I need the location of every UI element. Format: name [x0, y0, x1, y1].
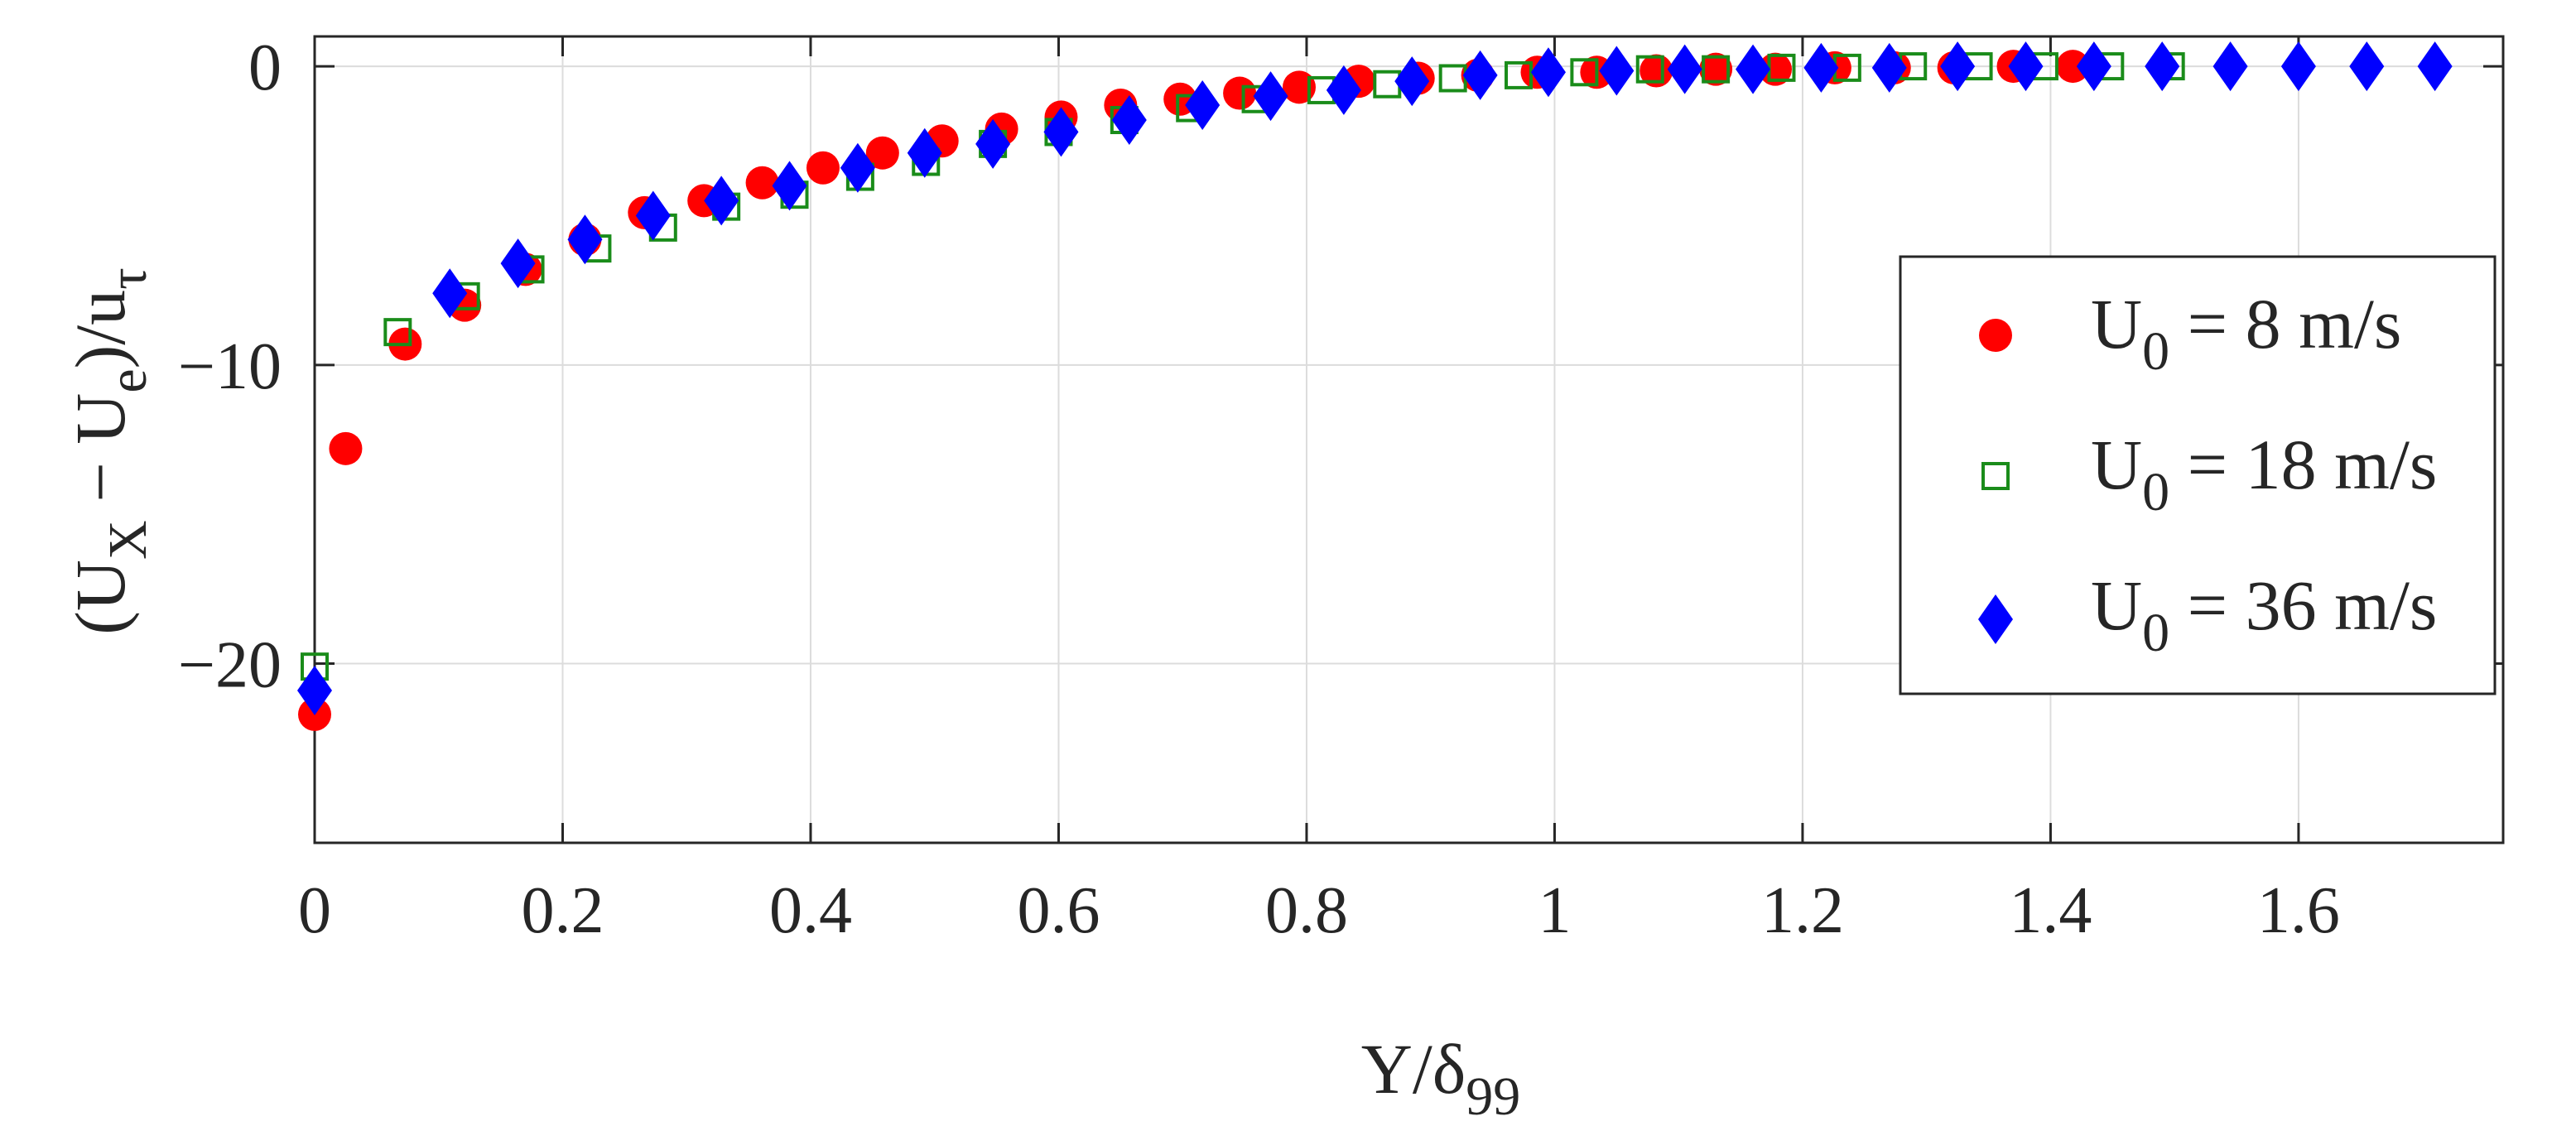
- data-point-diamond: [297, 666, 332, 716]
- data-point-circle: [1758, 52, 1792, 86]
- data-point-diamond: [1462, 50, 1498, 100]
- y-tick-label: −10: [178, 330, 282, 403]
- y-label-tau-sub: τ: [98, 267, 158, 290]
- data-point-circle: [865, 136, 899, 170]
- legend-label-8ms-sub: 0: [2142, 321, 2169, 382]
- data-point-diamond: [1530, 47, 1566, 98]
- legend-label-18ms-suffix: = 18 m/s: [2169, 425, 2437, 504]
- data-point-diamond: [1326, 65, 1361, 115]
- series-2: [297, 41, 2453, 716]
- data-point-diamond: [1871, 42, 1907, 93]
- legend-label-18ms: U0 = 18 m/s: [2091, 425, 2437, 522]
- series-0: [298, 50, 2090, 731]
- data-point-diamond: [2280, 41, 2316, 92]
- x-axis-label-sub: 99: [1466, 1066, 1520, 1121]
- x-tick-label: 0: [298, 874, 331, 947]
- data-point-circle: [329, 431, 363, 465]
- data-point-circle: [1282, 70, 1316, 104]
- legend-label-8ms-suffix: = 8 m/s: [2169, 284, 2401, 363]
- data-point-diamond: [704, 176, 739, 226]
- legend: U0 = 8 m/s U0 = 18 m/s U0 = 36 m/s: [1899, 255, 2497, 695]
- data-point-diamond: [2076, 41, 2111, 92]
- legend-label-18ms-prefix: U: [2091, 425, 2142, 504]
- data-point-diamond: [1940, 41, 1976, 92]
- x-tick-label: 0.8: [1265, 874, 1348, 947]
- data-point-diamond: [635, 190, 671, 241]
- x-tick-label: 1.6: [2257, 874, 2340, 947]
- data-point-circle: [1699, 52, 1733, 86]
- legend-label-36ms-sub: 0: [2142, 603, 2169, 663]
- legend-label-18ms-sub: 0: [2142, 462, 2169, 522]
- data-point-diamond: [1111, 95, 1147, 146]
- x-tick-label: 0.2: [521, 874, 604, 947]
- data-point-diamond: [500, 238, 536, 289]
- data-point-diamond: [2145, 41, 2180, 92]
- y-label-x-sub: X: [98, 520, 158, 560]
- data-point-diamond: [1394, 56, 1430, 107]
- legend-label-8ms: U0 = 8 m/s: [2091, 284, 2401, 382]
- data-point-diamond: [2008, 41, 2044, 92]
- y-label-close: )/u: [60, 290, 140, 369]
- data-point-square: [1373, 70, 1402, 99]
- data-point-square: [1505, 60, 1534, 89]
- x-axis-label: Y/δ99: [1361, 1029, 1521, 1121]
- data-point-circle: [2056, 50, 2090, 84]
- data-point-diamond: [1736, 44, 1771, 94]
- data-marks: [297, 41, 2453, 731]
- y-tick-label: 0: [248, 31, 282, 104]
- y-label-e-sub: e: [98, 368, 158, 392]
- data-point-diamond: [1253, 71, 1288, 122]
- y-label-minus: − U: [60, 393, 140, 521]
- ticks: 0 0.2 0.4 0.6 0.8 1 1.2 1.4 1.6 0 −10 −20: [178, 31, 2503, 947]
- data-point-diamond: [1185, 79, 1221, 130]
- x-tick-label: 1.4: [2009, 874, 2092, 947]
- data-point-square: [1570, 58, 1599, 87]
- y-axis-label: (UX − Ue)/uτ: [60, 267, 158, 634]
- x-tick-label: 0.4: [769, 874, 852, 947]
- data-point-circle: [745, 166, 779, 200]
- legend-marker-36ms: [1978, 594, 2013, 644]
- data-point-diamond: [2349, 41, 2385, 92]
- data-point-circle: [1223, 76, 1257, 110]
- x-tick-label: 1: [1538, 874, 1571, 947]
- data-point-circle: [1639, 54, 1673, 88]
- data-point-square: [383, 318, 412, 347]
- data-point-circle: [806, 151, 840, 185]
- data-point-diamond: [975, 118, 1011, 169]
- legend-marker-8ms: [1979, 319, 2012, 352]
- data-point-square: [1702, 55, 1731, 84]
- legend-label-36ms: U0 = 36 m/s: [2091, 565, 2437, 663]
- data-point-diamond: [840, 142, 875, 193]
- data-point-diamond: [1599, 46, 1635, 96]
- x-axis-label-main: Y/δ: [1361, 1029, 1466, 1109]
- data-point-diamond: [1043, 107, 1079, 157]
- y-tick-label: −20: [178, 629, 282, 702]
- x-tick-label: 0.6: [1017, 874, 1100, 947]
- legend-label-36ms-prefix: U: [2091, 565, 2142, 645]
- legend-label-8ms-prefix: U: [2091, 284, 2142, 363]
- x-tick-label: 1.2: [1761, 874, 1844, 947]
- plot-frame: [313, 35, 2505, 844]
- data-point-diamond: [1803, 42, 1839, 93]
- data-point-diamond: [772, 161, 807, 211]
- legend-label-36ms-suffix: = 36 m/s: [2169, 565, 2437, 645]
- data-point-diamond: [907, 127, 942, 178]
- data-point-diamond: [567, 214, 603, 265]
- y-label-open: (U: [60, 560, 140, 635]
- data-point-diamond: [1667, 44, 1702, 94]
- data-point-diamond: [2212, 41, 2248, 92]
- legend-marker-18ms: [1981, 462, 2010, 490]
- data-point-diamond: [432, 268, 468, 319]
- data-point-square: [1635, 55, 1664, 84]
- data-point-diamond: [2417, 41, 2453, 92]
